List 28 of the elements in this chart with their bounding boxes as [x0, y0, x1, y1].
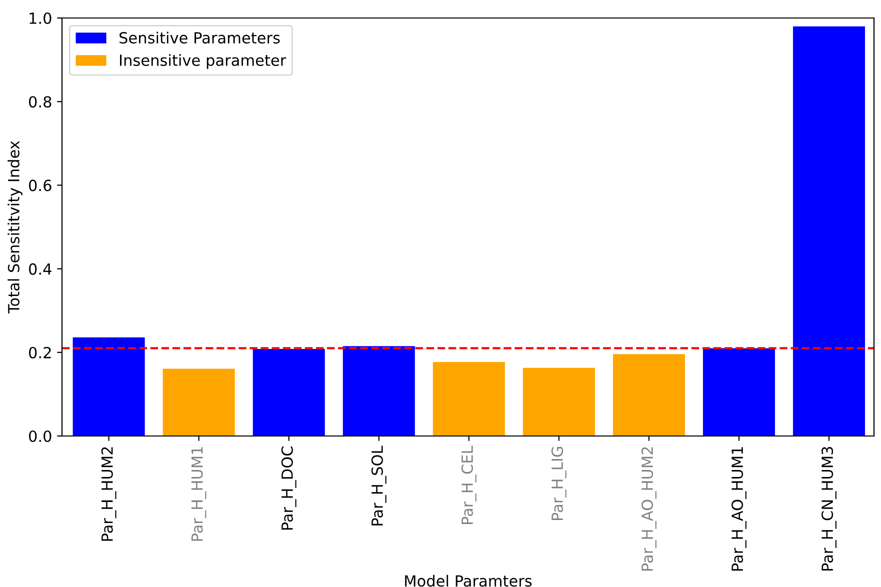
x-axis-title: Model Paramters: [405, 574, 532, 587]
bar: [432, 362, 505, 436]
y-tick-label: 0.0: [28, 430, 52, 442]
y-axis-title: Total Sensititvity Index: [8, 141, 22, 314]
x-tick-label: Par_H_AO_HUM1: [731, 447, 746, 571]
x-tick-label: Par_H_LIG: [551, 446, 566, 520]
bar: [702, 348, 775, 436]
y-tick-label: 0.8: [28, 96, 52, 108]
bar: [522, 368, 595, 436]
bar: [792, 26, 865, 436]
y-tick-label: 0.2: [28, 346, 51, 358]
bar: [72, 337, 145, 436]
bar: [162, 368, 235, 436]
bar: [612, 354, 685, 436]
x-tick-label: Par_H_CEL: [461, 446, 476, 524]
bar: [252, 349, 325, 436]
x-tick-label: Par_H_CN_HUM3: [822, 446, 836, 570]
x-tick-label: Par_H_HUM1: [191, 447, 206, 541]
x-tick-label: Par_H_AO_HUM2: [641, 447, 656, 571]
y-tick-label: 0.6: [28, 180, 52, 192]
legend-label: Sensitive Parameters: [120, 32, 280, 44]
legend-label: Insensitive parameter: [120, 54, 286, 69]
y-tick-label: 1.0: [30, 12, 52, 24]
bar: [342, 346, 415, 436]
x-tick-label: Par_H_HUM2: [101, 447, 116, 541]
y-tick-label: 0.4: [28, 263, 52, 275]
x-tick-label: Par_H_DOC: [281, 446, 296, 530]
x-tick-label: Par_H_SOL: [371, 446, 386, 526]
